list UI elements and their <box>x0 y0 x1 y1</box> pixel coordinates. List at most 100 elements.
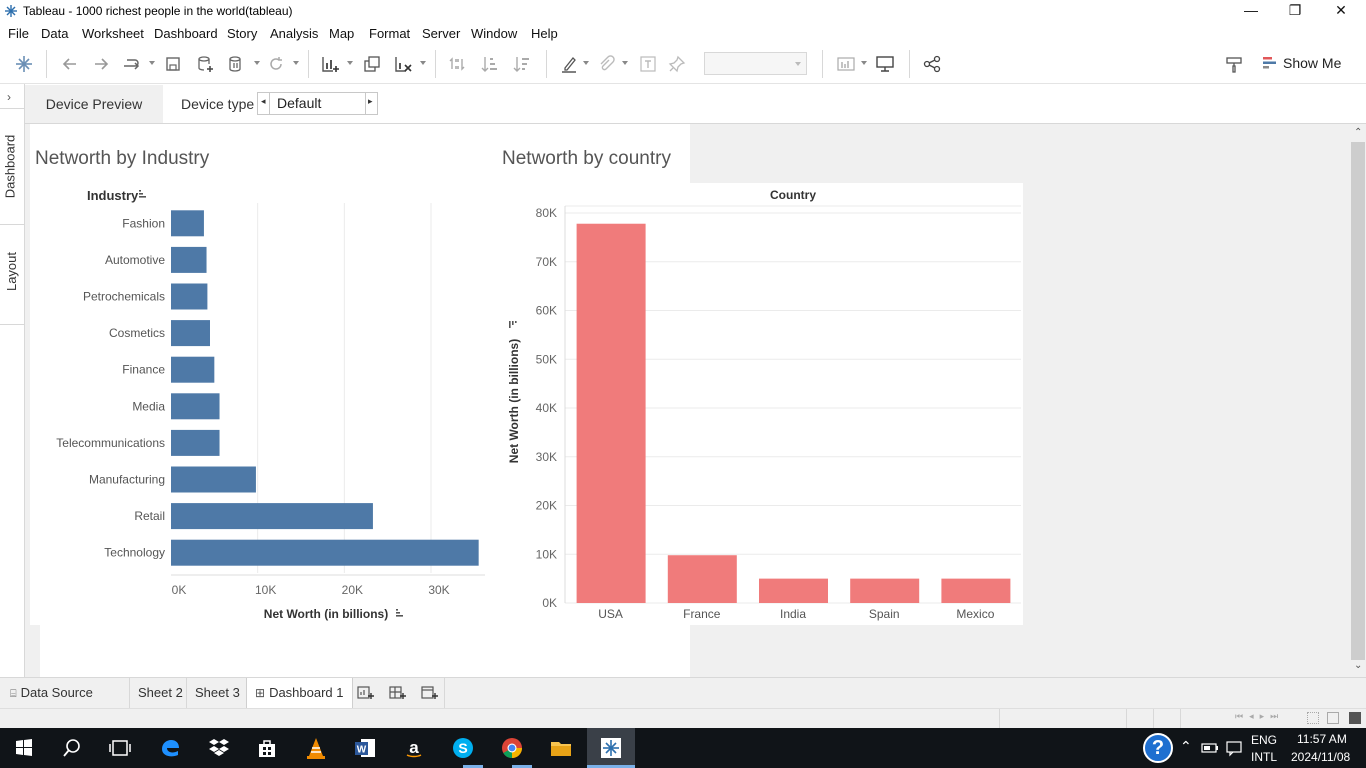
menu-format[interactable]: Format <box>369 26 411 41</box>
bar <box>171 429 220 456</box>
menu-server[interactable]: Server <box>422 26 461 41</box>
caret-left-icon[interactable]: ◂ <box>261 96 266 106</box>
device-preview-button[interactable]: Device Preview <box>25 85 163 123</box>
skype-icon[interactable]: S <box>451 736 475 760</box>
edge-icon[interactable] <box>158 736 182 760</box>
tabs-view-icon[interactable] <box>1349 712 1361 724</box>
amazon-icon[interactable]: a <box>402 736 426 760</box>
filmstrip-icon[interactable] <box>1327 712 1339 724</box>
fit-dropdown[interactable] <box>704 52 807 75</box>
battery-icon[interactable] <box>1201 740 1219 756</box>
task-view-icon[interactable] <box>108 736 132 760</box>
tab-sheet-3[interactable]: Sheet 3 <box>186 678 248 709</box>
sort-descending-icon[interactable] <box>512 54 532 74</box>
menu-story[interactable]: Story <box>227 26 258 41</box>
caret-right-icon[interactable]: ▸ <box>368 96 373 106</box>
sheet-navigation-icons[interactable]: ⏮◂▸⏭ <box>1235 711 1285 721</box>
menu-analysis[interactable]: Analysis <box>270 26 319 41</box>
help-icon[interactable]: ? <box>1143 733 1173 763</box>
new-worksheet-dropdown-icon[interactable] <box>347 61 353 65</box>
menu-dashboard[interactable]: Dashboard <box>154 26 218 41</box>
tab-dashboard[interactable]: Dashboard <box>0 119 25 214</box>
x-tick-label: 10K <box>255 583 276 597</box>
refresh-dropdown-icon[interactable] <box>293 61 299 65</box>
tab-sheet-2[interactable]: Sheet 2 <box>129 678 191 709</box>
menu-data[interactable]: Data <box>41 26 69 41</box>
restore-button[interactable]: ❐ <box>1288 2 1302 18</box>
chevron-right-icon[interactable]: › <box>7 90 11 104</box>
redo-dropdown-icon[interactable] <box>149 61 155 65</box>
highlight-icon[interactable] <box>559 54 579 74</box>
menu-map[interactable]: Map <box>329 26 355 41</box>
word-icon[interactable]: W <box>353 736 377 760</box>
new-dashboard-tab-icon[interactable] <box>389 685 407 701</box>
data-source-tab[interactable]: ⌸ Data Source <box>2 678 101 709</box>
divider <box>269 93 270 114</box>
attach-dropdown-icon[interactable] <box>622 61 628 65</box>
y-tick-label: 80K <box>536 206 557 220</box>
clock-date[interactable]: 2024/11/08 <box>1291 750 1351 764</box>
x-tick-label: 20K <box>342 583 363 597</box>
industry-bar-chart[interactable]: Industry Fashion Automotive Petrochemicals C… <box>30 183 495 625</box>
pause-updates-icon[interactable] <box>226 54 246 74</box>
swap-icon[interactable] <box>447 54 467 74</box>
sort-ascending-icon[interactable] <box>480 54 500 74</box>
refresh-icon[interactable] <box>266 54 286 74</box>
scroll-down-icon[interactable]: ⌄ <box>1354 660 1363 671</box>
clock-time[interactable]: 11:57 AM <box>1297 732 1347 746</box>
tableau-logo-icon[interactable] <box>14 54 34 74</box>
tableau-taskbar-button[interactable] <box>587 728 635 768</box>
file-explorer-icon[interactable] <box>549 736 573 760</box>
new-story-tab-icon[interactable] <box>421 685 439 701</box>
scroll-up-icon[interactable]: ⌃ <box>1354 127 1363 138</box>
duplicate-sheet-icon[interactable] <box>362 54 382 74</box>
clear-dropdown-icon[interactable] <box>420 61 426 65</box>
tab-layout[interactable]: Layout <box>0 234 25 324</box>
share-icon[interactable] <box>922 54 942 74</box>
bar <box>171 283 208 310</box>
pause-dropdown-icon[interactable] <box>254 61 260 65</box>
attach-icon[interactable] <box>596 54 616 74</box>
menu-window[interactable]: Window <box>471 26 518 41</box>
new-worksheet-tab-icon[interactable] <box>357 685 375 701</box>
language-label[interactable]: ENG <box>1251 733 1278 747</box>
redo-icon[interactable] <box>121 54 141 74</box>
category-label: France <box>683 607 721 621</box>
notification-icon[interactable] <box>1225 739 1243 757</box>
dropbox-icon[interactable] <box>207 736 231 760</box>
text-icon[interactable] <box>638 54 658 74</box>
sheet-sorter-icon[interactable] <box>1307 712 1319 724</box>
country-bar-chart[interactable]: Country 0K 10K 20K 30K 40K 50K 60K 70K 80K USA Fran… <box>500 183 1023 625</box>
close-button[interactable]: ✕ <box>1335 2 1347 18</box>
format-paintbrush-icon[interactable] <box>1224 54 1244 74</box>
store-icon[interactable] <box>255 736 279 760</box>
category-label: India <box>780 607 806 621</box>
presentation-icon[interactable] <box>875 54 895 74</box>
save-icon[interactable] <box>163 54 183 74</box>
device-type-select[interactable]: ◂ Default ▸ <box>257 92 378 115</box>
tab-dashboard-1[interactable]: ⊞ Dashboard 1 <box>246 678 353 709</box>
clear-sheet-icon[interactable] <box>393 54 413 74</box>
chevron-up-icon[interactable]: ⌃ <box>1180 738 1192 754</box>
search-icon[interactable] <box>60 736 84 760</box>
menu-help[interactable]: Help <box>531 26 558 41</box>
show-cards-dropdown-icon[interactable] <box>861 61 867 65</box>
divider <box>1180 709 1181 729</box>
minimize-button[interactable]: — <box>1244 2 1258 18</box>
menu-worksheet[interactable]: Worksheet <box>82 26 144 41</box>
pin-icon[interactable] <box>667 54 687 74</box>
new-worksheet-icon[interactable] <box>320 54 340 74</box>
show-cards-icon[interactable] <box>836 54 856 74</box>
scrollbar-thumb[interactable] <box>1351 142 1365 660</box>
chrome-icon[interactable] <box>500 736 524 760</box>
menu-file[interactable]: File <box>8 26 29 41</box>
windows-start-icon[interactable] <box>12 736 36 760</box>
sort-bar <box>139 193 143 195</box>
vlc-icon[interactable] <box>304 736 328 760</box>
forward-icon[interactable] <box>91 54 111 74</box>
new-datasource-icon[interactable] <box>195 54 215 74</box>
highlight-dropdown-icon[interactable] <box>583 61 589 65</box>
sort-bar <box>139 196 146 198</box>
back-icon[interactable] <box>60 54 80 74</box>
keyboard-layout-label[interactable]: INTL <box>1251 750 1278 764</box>
